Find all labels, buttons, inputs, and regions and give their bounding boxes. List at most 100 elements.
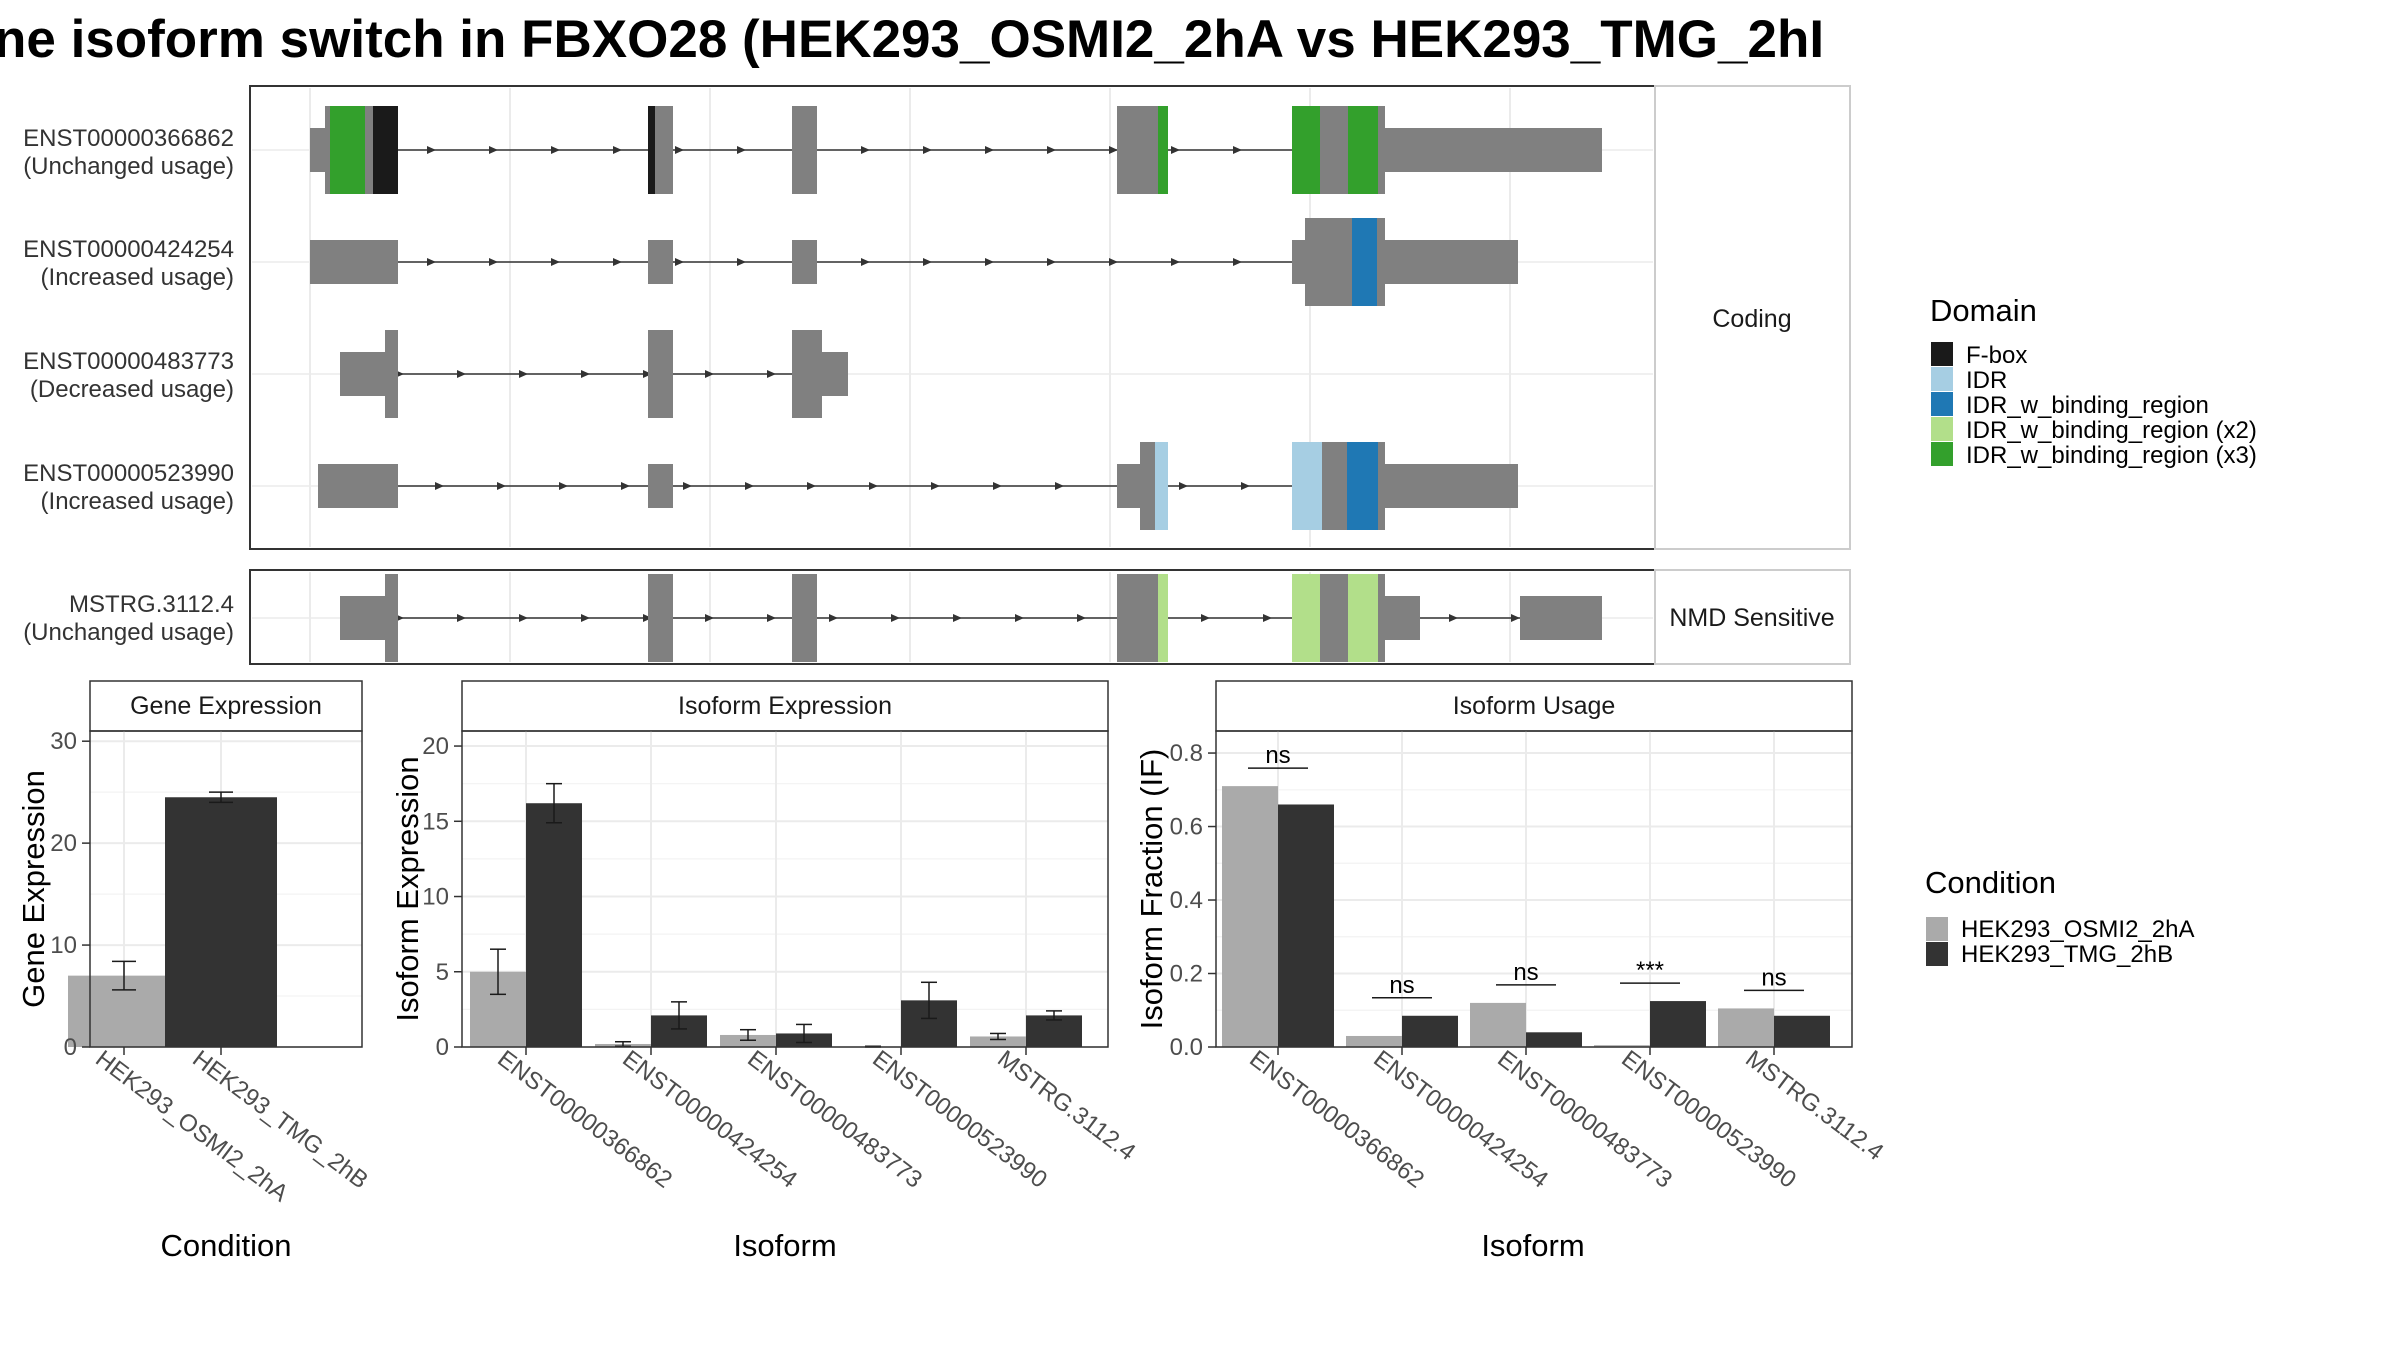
coding-exon — [385, 574, 398, 662]
transcript-label-id: ENST00000424254 — [23, 236, 234, 263]
direction-arrow — [435, 482, 444, 490]
chart-strip-title: Isoform Usage — [1453, 692, 1616, 720]
direction-arrow — [551, 258, 560, 266]
direction-arrow — [953, 614, 962, 622]
direction-arrow — [457, 614, 466, 622]
transcript-label-id: ENST00000523990 — [23, 460, 234, 487]
coding-exon — [1117, 106, 1158, 194]
direction-arrow — [519, 370, 528, 378]
y-tick-label: 10 — [422, 884, 449, 911]
y-tick-label: 20 — [422, 733, 449, 760]
direction-arrow — [489, 258, 498, 266]
bar — [1594, 1045, 1650, 1047]
bar-chart: Isoform ExpressionENST00000366862ENST000… — [390, 680, 1140, 1263]
svg-text:ENST00000523990(Increased usag: ENST00000523990 (Increased usage) — [23, 460, 234, 515]
legend-label-cond1: HEK293_OSMI2_2hA — [1961, 916, 2194, 943]
chart-strip-title: Gene Expression — [130, 692, 322, 720]
nmd-strip — [1654, 569, 1851, 665]
significance-label: ns — [1265, 742, 1290, 769]
bar — [1718, 1008, 1774, 1047]
y-axis-title: Isoform Fraction (IF) — [1134, 749, 1169, 1030]
direction-arrow — [683, 482, 692, 490]
utr-exon — [1292, 240, 1305, 284]
y-tick-label: 5 — [436, 959, 449, 986]
bar — [526, 803, 582, 1047]
direction-arrow — [1077, 614, 1086, 622]
figure-title: ne isoform switch in FBXO28 (HEK293_OSMI… — [0, 10, 1824, 69]
direction-arrow — [1055, 482, 1064, 490]
transcript-structure-panel: Coding NMD Sensitive ENST00000366862 (Unc… — [23, 85, 1851, 665]
chart-panel-border — [89, 730, 363, 1048]
transcript-tracks — [310, 106, 1602, 662]
direction-arrow — [581, 614, 590, 622]
direction-arrow — [985, 146, 994, 154]
direction-arrow — [993, 482, 1002, 490]
direction-arrow — [1511, 614, 1520, 622]
y-tick-label: 0 — [436, 1034, 449, 1061]
utr-exon — [318, 464, 398, 508]
bar-charts: Gene ExpressionHEK293_OSMI2_2hAHEK293_TM… — [16, 680, 1888, 1263]
condition-legend: Condition HEK293_OSMI2_2hA HEK293_TMG_2h… — [1925, 865, 2194, 968]
utr-exon — [648, 464, 673, 508]
transcript-track — [310, 106, 1602, 194]
coding-exon — [1377, 218, 1385, 306]
y-tick-label: 30 — [50, 728, 77, 755]
coding-exon — [1117, 574, 1158, 662]
direction-arrow — [1233, 258, 1242, 266]
coding-exon — [1378, 574, 1385, 662]
direction-arrow — [1047, 146, 1056, 154]
direction-arrow — [581, 370, 590, 378]
direction-arrow — [457, 370, 466, 378]
bar — [970, 1036, 1026, 1047]
coding-exon — [792, 330, 822, 418]
coding-exon — [1305, 218, 1352, 306]
legend-label-idr-binding-x2: IDR_w_binding_region (x2) — [1966, 417, 2257, 444]
utr-exon — [822, 352, 848, 396]
condition-legend-title: Condition — [1925, 865, 2056, 900]
utr-exon — [1385, 596, 1420, 640]
significance-label: *** — [1636, 957, 1664, 984]
x-tick-label: HEK293_TMG_2hB — [187, 1045, 373, 1194]
domain-block — [1352, 218, 1377, 306]
transcript-track — [310, 218, 1518, 306]
legend-label-idr-binding-x3: IDR_w_binding_region (x3) — [1966, 442, 2257, 469]
domain-legend-title: Domain — [1930, 293, 2037, 328]
legend-swatch-idr-binding-x3 — [1931, 442, 1953, 466]
direction-arrow — [829, 614, 838, 622]
bar — [720, 1034, 776, 1047]
chart-panel-border — [1215, 730, 1853, 1048]
coding-exon — [792, 106, 817, 194]
utr-exon — [340, 596, 385, 640]
domain-block — [1348, 106, 1378, 194]
direction-arrow — [613, 258, 622, 266]
direction-arrow — [1179, 482, 1188, 490]
legend-swatch-cond1 — [1926, 917, 1948, 941]
legend-label-fbox: F-box — [1966, 342, 2027, 369]
y-axis-title: Gene Expression — [16, 770, 51, 1008]
coding-exon — [1378, 106, 1385, 194]
bar — [1222, 786, 1278, 1047]
chart-strip — [461, 680, 1109, 732]
y-tick-label: 10 — [50, 932, 77, 959]
x-axis-title: Isoform — [733, 1228, 836, 1263]
direction-arrow — [551, 146, 560, 154]
direction-arrow — [1109, 258, 1118, 266]
utr-exon — [1385, 464, 1518, 508]
coding-exon — [365, 106, 373, 194]
direction-arrow — [489, 146, 498, 154]
direction-arrow — [1201, 614, 1210, 622]
significance-label: ns — [1761, 964, 1786, 991]
utr-exon — [792, 240, 817, 284]
utr-exon — [1520, 596, 1602, 640]
significance-label: ns — [1513, 959, 1538, 986]
nmd-panel-border — [249, 569, 1656, 665]
y-tick-label: 0.6 — [1170, 814, 1203, 841]
direction-arrow — [613, 146, 622, 154]
transcript-track — [340, 330, 848, 418]
direction-arrow — [861, 258, 870, 266]
bar — [1650, 1001, 1706, 1047]
direction-arrow — [891, 614, 900, 622]
coding-exon — [1140, 442, 1155, 530]
direction-arrow — [737, 258, 746, 266]
